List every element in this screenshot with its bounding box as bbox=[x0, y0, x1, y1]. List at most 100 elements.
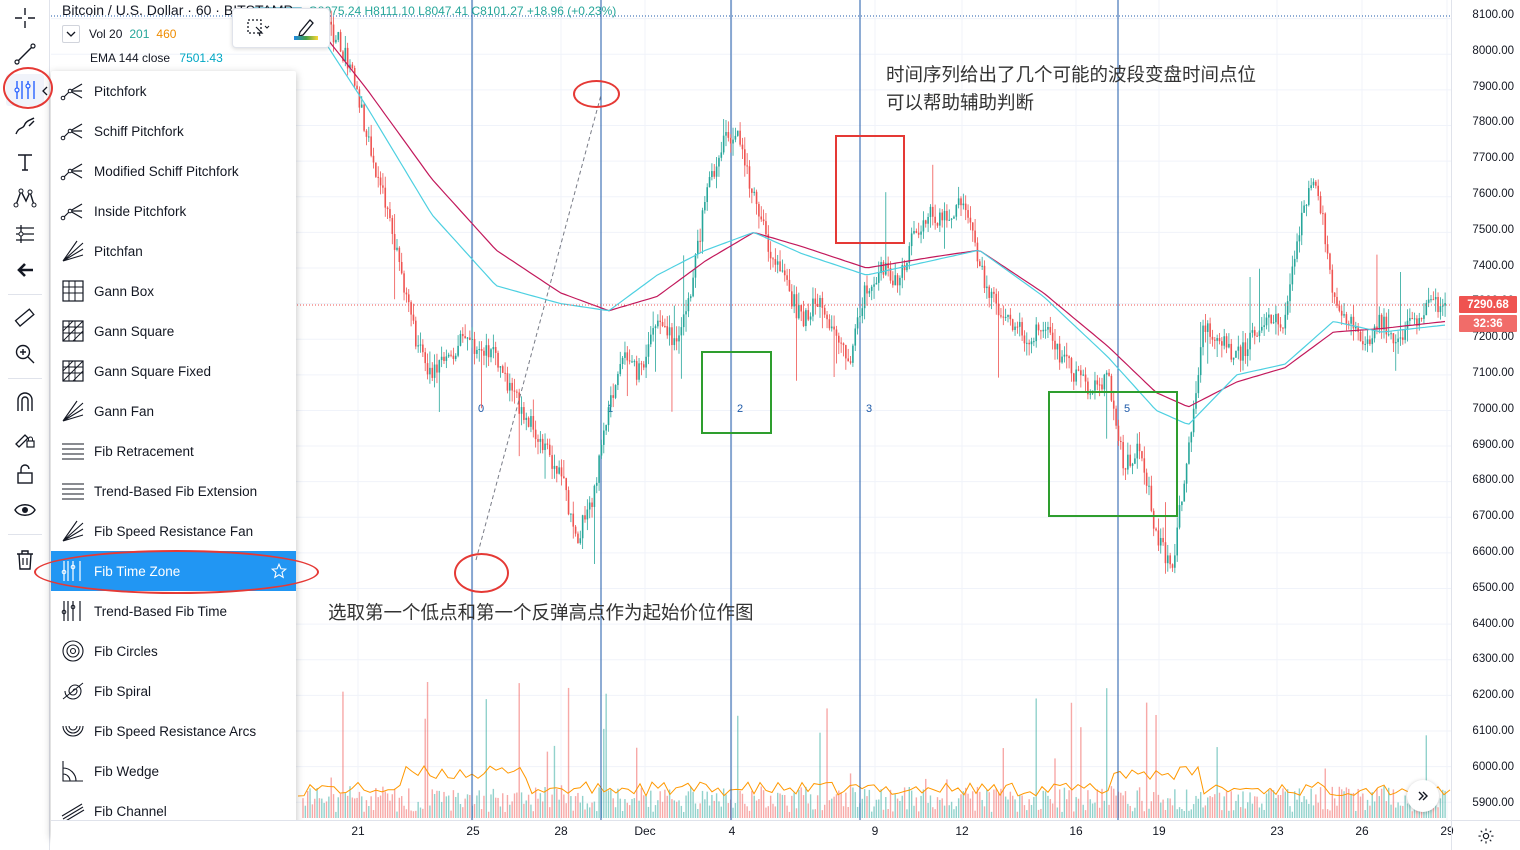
menu-item-schiff-pitchfork[interactable]: Schiff Pitchfork bbox=[51, 111, 296, 151]
candle-body bbox=[1268, 314, 1270, 318]
unlock-button[interactable] bbox=[6, 458, 44, 490]
menu-item-pitchfan[interactable]: Pitchfan bbox=[51, 231, 296, 271]
symbol-name[interactable]: Bitcoin / U.S. Dollar bbox=[62, 2, 184, 18]
candle-body bbox=[1364, 343, 1366, 345]
zoom-in-button[interactable] bbox=[6, 338, 44, 370]
menu-item-inside-pitchfork[interactable]: Inside Pitchfork bbox=[51, 191, 296, 231]
collapse-legend-button[interactable] bbox=[62, 25, 80, 43]
candle-body bbox=[1225, 336, 1228, 348]
candle-body bbox=[1178, 505, 1181, 528]
remove-drawings-button[interactable] bbox=[6, 544, 44, 576]
menu-item-gann-square-fixed[interactable]: Gann Square Fixed bbox=[51, 351, 296, 391]
volume-bar bbox=[523, 803, 525, 818]
candle-body bbox=[1162, 537, 1164, 543]
fib-trend-dashed-line[interactable] bbox=[475, 94, 602, 561]
candle-body bbox=[915, 231, 918, 233]
volume-bar bbox=[845, 792, 847, 818]
menu-item-gann-fan[interactable]: Gann Fan bbox=[51, 391, 296, 431]
candle-body bbox=[1002, 316, 1005, 318]
ema-legend[interactable]: EMA 144 close 7501.43 bbox=[90, 51, 223, 65]
volume-bar bbox=[563, 794, 565, 818]
candle-body bbox=[767, 234, 770, 252]
price-axis[interactable]: 8100.00 8000.00 7900.00 7800.00 7700.00 7600.… bbox=[1451, 0, 1520, 820]
menu-item-label: Pitchfan bbox=[94, 243, 143, 259]
color-picker-button[interactable] bbox=[293, 16, 318, 40]
crosshair-button[interactable] bbox=[6, 2, 44, 34]
volume-bar bbox=[485, 699, 487, 818]
volume-bar bbox=[410, 810, 412, 818]
candlestick-series bbox=[302, 10, 1446, 574]
volume-bar bbox=[746, 806, 748, 818]
trend-line-button[interactable] bbox=[6, 38, 44, 70]
volume-legend[interactable]: Vol 20 201 460 bbox=[62, 25, 176, 43]
candle-body bbox=[365, 130, 368, 137]
candle-body bbox=[955, 205, 958, 217]
text-button[interactable] bbox=[6, 146, 44, 178]
price-tick-label: 6600.00 bbox=[1472, 546, 1514, 558]
floating-drawing-toolbar[interactable] bbox=[232, 8, 330, 48]
volume-bar bbox=[506, 794, 509, 818]
candle-body bbox=[880, 262, 882, 274]
candle-body bbox=[1016, 326, 1019, 328]
menu-item-gann-square[interactable]: Gann Square bbox=[51, 311, 296, 351]
menu-item-trend-based-fib-extension[interactable]: Trend-Based Fib Extension bbox=[51, 471, 296, 511]
volume-bar bbox=[358, 791, 361, 818]
candle-body bbox=[1298, 235, 1301, 242]
price-tick-label: 7100.00 bbox=[1472, 367, 1514, 379]
menu-item-fib-speed-resistance-fan[interactable]: Fib Speed Resistance Fan bbox=[51, 511, 296, 551]
menu-item-fib-spiral[interactable]: Fib Spiral bbox=[51, 671, 296, 711]
back-button[interactable] bbox=[6, 254, 44, 286]
volume-bar bbox=[683, 811, 685, 818]
symbol-legend[interactable]: Bitcoin / U.S. Dollar · 60 · BITSTAMP O8… bbox=[62, 2, 616, 18]
menu-item-fib-retracement[interactable]: Fib Retracement bbox=[51, 431, 296, 471]
volume-bar bbox=[534, 787, 537, 818]
volume-bar bbox=[913, 805, 915, 818]
ruler-button[interactable] bbox=[6, 302, 44, 334]
candle-body bbox=[1030, 341, 1033, 345]
candle-body bbox=[1366, 339, 1369, 344]
time-axis[interactable]: 21 25 28 Dec 4 9 12 16 19 23 26 29 bbox=[51, 820, 1454, 850]
volume-bar bbox=[480, 809, 483, 818]
prediction-button[interactable] bbox=[6, 218, 44, 250]
volume-bar bbox=[1040, 808, 1042, 818]
select-dropdown-button[interactable] bbox=[245, 17, 271, 39]
candle-body bbox=[953, 216, 955, 219]
menu-item-fib-speed-resistance-arcs[interactable]: Fib Speed Resistance Arcs bbox=[51, 711, 296, 751]
candle-body bbox=[511, 382, 513, 391]
menu-item-fib-circles[interactable]: Fib Circles bbox=[51, 631, 296, 671]
volume-bar bbox=[1075, 797, 1077, 818]
volume-bar bbox=[1317, 802, 1319, 818]
brush-button[interactable] bbox=[6, 110, 44, 142]
candle-body bbox=[852, 345, 854, 363]
menu-item-modified-schiff-pitchfork[interactable]: Modified Schiff Pitchfork bbox=[51, 151, 296, 191]
candle-body bbox=[819, 297, 821, 307]
candle-body bbox=[372, 155, 375, 163]
candle-body bbox=[1181, 501, 1183, 506]
candle-body bbox=[1244, 342, 1247, 357]
volume-bar bbox=[1270, 788, 1272, 818]
volume-bar bbox=[1244, 808, 1247, 818]
menu-item-trend-based-fib-time[interactable]: Trend-Based Fib Time bbox=[51, 591, 296, 631]
volume-bar bbox=[1338, 786, 1341, 818]
volume-bar bbox=[1094, 802, 1096, 818]
scroll-to-realtime-button[interactable] bbox=[1407, 780, 1439, 812]
lock-drawing-button[interactable] bbox=[6, 422, 44, 454]
pattern-button[interactable] bbox=[6, 182, 44, 214]
candle-body bbox=[896, 275, 899, 286]
volume-bar bbox=[1155, 714, 1157, 818]
menu-item-gann-box[interactable]: Gann Box bbox=[51, 271, 296, 311]
chart-settings-button[interactable] bbox=[1451, 820, 1520, 850]
volume-bar bbox=[962, 791, 965, 818]
menu-item-pitchfork[interactable]: Pitchfork bbox=[51, 71, 296, 111]
menu-item-fib-wedge[interactable]: Fib Wedge bbox=[51, 751, 296, 791]
modified-schiff-pitchfork-icon bbox=[59, 157, 87, 185]
menu-item-fib-channel[interactable]: Fib Channel bbox=[51, 791, 296, 831]
candle-body bbox=[605, 425, 607, 431]
candle-body bbox=[464, 336, 466, 339]
candle-body bbox=[1014, 326, 1016, 330]
volume-bar bbox=[443, 791, 445, 818]
candle-body bbox=[1237, 346, 1240, 351]
pencil-icon bbox=[297, 19, 314, 37]
visibility-button[interactable] bbox=[6, 494, 44, 526]
magnet-button[interactable] bbox=[6, 386, 44, 418]
